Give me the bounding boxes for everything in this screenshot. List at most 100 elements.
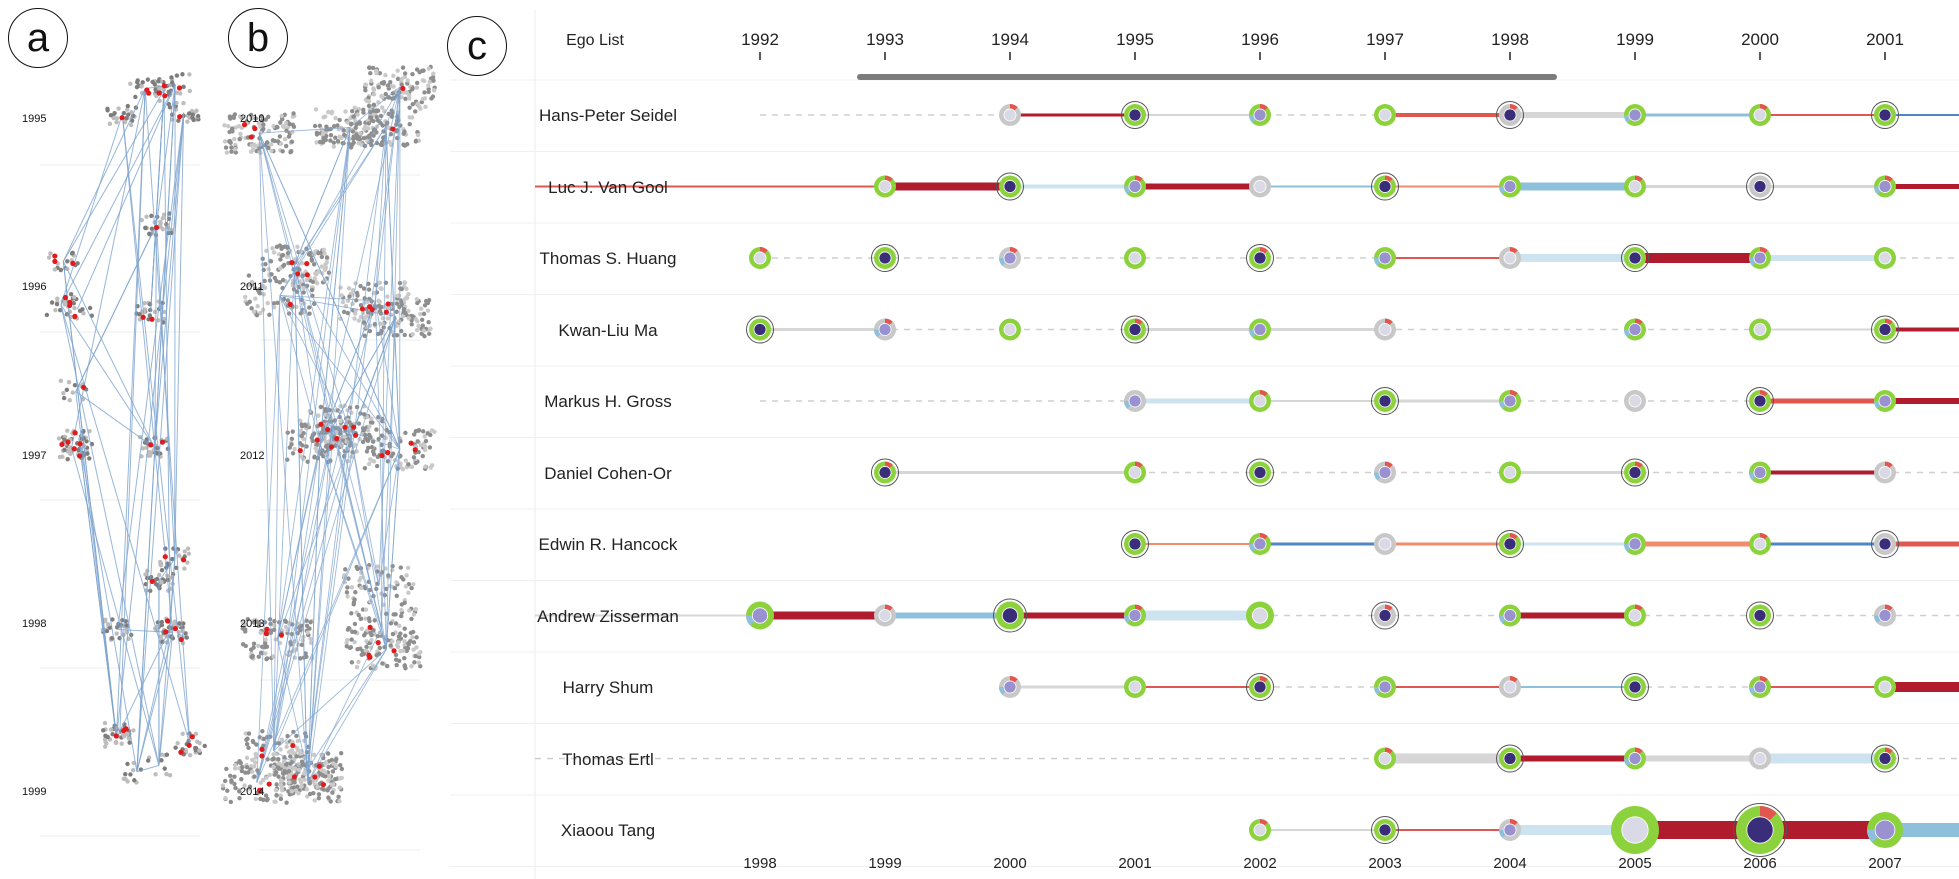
scatter-point: [415, 439, 420, 444]
highlight-point: [312, 774, 318, 780]
scatter-point: [324, 443, 329, 448]
scatter-point: [390, 563, 395, 569]
scatter-point: [394, 333, 400, 338]
scatter-point: [193, 745, 198, 751]
scatter-point: [365, 445, 371, 451]
scatter-point: [338, 419, 343, 424]
scatter-point: [158, 562, 164, 568]
scatter-point: [367, 424, 372, 429]
link-line: [256, 425, 334, 783]
scatter-point: [62, 447, 67, 453]
link-line: [259, 127, 351, 134]
ego-name[interactable]: Thomas Ertl: [562, 750, 654, 769]
link-line: [307, 443, 321, 783]
link-line: [293, 265, 321, 444]
ego-name[interactable]: Harry Shum: [562, 678, 654, 697]
node-outline: [1121, 315, 1149, 344]
scatter-point: [398, 631, 403, 636]
highlight-point: [314, 437, 320, 443]
ego-name[interactable]: Hans-Peter Seidel: [539, 106, 677, 125]
ego-name[interactable]: Luc J. Van Gool: [548, 178, 668, 197]
scatter-point: [253, 116, 258, 121]
scatter-point: [249, 655, 255, 660]
scatter-point: [324, 255, 330, 260]
scatter-point: [279, 113, 284, 119]
scatter-point: [410, 71, 415, 77]
scatter-point: [262, 640, 268, 646]
scatter-point: [409, 616, 414, 622]
scatter-point: [264, 775, 269, 780]
scatter-point: [416, 660, 422, 665]
highlight-point: [379, 453, 385, 459]
scatter-point: [388, 621, 394, 626]
scatter-point: [389, 639, 395, 644]
link-line: [293, 265, 308, 770]
scatter-point: [61, 390, 66, 396]
highlight-point: [257, 787, 263, 793]
ego-node-core: [1003, 680, 1017, 694]
scatter-point: [380, 433, 385, 439]
scatter-point: [354, 132, 359, 137]
scatter-point: [181, 84, 186, 90]
scatter-point: [52, 267, 58, 272]
scatter-point: [396, 658, 402, 664]
scatter-point: [366, 461, 372, 467]
link-line: [174, 112, 185, 559]
scatter-point: [249, 143, 254, 148]
scatter-point: [143, 572, 148, 577]
scatter-point: [404, 573, 409, 578]
scatter-point: [352, 597, 357, 602]
ego-name[interactable]: Daniel Cohen-Or: [544, 464, 672, 483]
ego-name[interactable]: Markus H. Gross: [544, 392, 672, 411]
scatter-point: [369, 638, 374, 643]
scatter-point: [317, 123, 323, 129]
ego-name[interactable]: Kwan-Liu Ma: [558, 321, 658, 340]
ego-node-core: [1003, 323, 1017, 336]
scatter-point: [356, 612, 361, 618]
scatter-point: [337, 798, 342, 804]
scatter-point: [301, 738, 307, 743]
scatter-point: [298, 656, 303, 661]
ego-name[interactable]: Thomas S. Huang: [539, 249, 677, 268]
scatter-point: [351, 114, 356, 119]
node-outline: [993, 598, 1027, 633]
link-line: [350, 316, 397, 438]
scatter-point: [175, 741, 180, 746]
scatter-point: [61, 395, 67, 401]
link-line: [158, 632, 174, 766]
scatter-point: [429, 428, 435, 433]
scatter-point: [149, 213, 154, 219]
scatter-point: [257, 120, 262, 126]
scatter-point: [399, 82, 404, 87]
scatter-point: [345, 310, 350, 316]
scatter-point: [356, 421, 362, 426]
scatter-point: [177, 621, 182, 626]
ego-name[interactable]: Edwin R. Hancock: [538, 535, 678, 554]
ego-node-core: [1253, 537, 1267, 551]
link-line: [273, 648, 387, 752]
highlight-point: [77, 441, 83, 447]
scatter-point: [345, 637, 350, 643]
scatter-point: [143, 225, 148, 231]
highlight-point: [391, 648, 397, 654]
highlight-point: [400, 85, 406, 92]
scatter-point: [321, 247, 326, 253]
scatter-point: [87, 456, 92, 461]
scatter-point: [254, 312, 260, 318]
scatter-point: [299, 422, 304, 427]
scatter-point: [313, 107, 319, 112]
scatter-point: [326, 270, 332, 275]
scatter-point: [284, 143, 289, 149]
ego-name[interactable]: Xiaoou Tang: [560, 821, 656, 840]
scatter-point: [273, 799, 278, 804]
ego-node-core: [1628, 752, 1642, 765]
scatter-point: [238, 131, 243, 137]
scatter-point: [377, 645, 383, 651]
scatter-point: [174, 73, 180, 78]
scatter-point: [411, 455, 417, 460]
ego-node-core: [1503, 180, 1517, 193]
link-line: [115, 112, 185, 739]
ego-name[interactable]: Andrew Zisserman: [537, 607, 679, 626]
scatter-point: [72, 305, 77, 311]
ego-node-core: [1753, 680, 1767, 694]
